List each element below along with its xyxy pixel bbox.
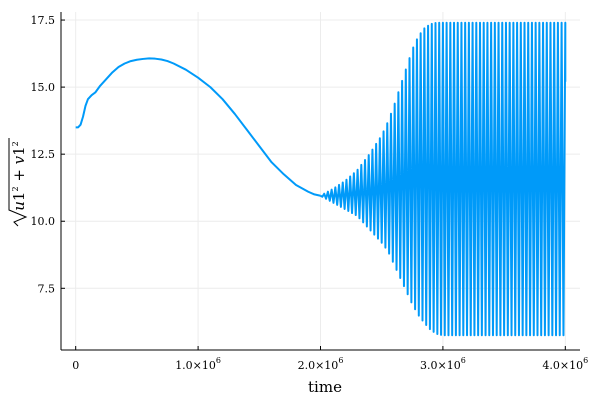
y-tick-label: 17.5 xyxy=(31,14,56,27)
x-tick-mantissa: 1.0×10 xyxy=(175,359,216,372)
x-tick-label: 4.0×106 xyxy=(542,356,588,372)
x-tick-mantissa: 4.0×10 xyxy=(542,359,583,372)
x-tick-mantissa: 3.0×10 xyxy=(420,359,461,372)
y-term-u-num: 1 xyxy=(10,192,28,202)
x-tick-exponent: 6 xyxy=(338,356,343,365)
sqrt-radical xyxy=(8,138,28,227)
x-tick-label: 2.0×106 xyxy=(298,356,344,372)
y-tick-label: 15.0 xyxy=(31,81,56,94)
y-axis-title: u12 + v12 xyxy=(8,138,28,227)
x-tick-label: 3.0×106 xyxy=(420,356,466,372)
y-term-u-exp: 2 xyxy=(11,186,20,191)
x-tick-exponent: 6 xyxy=(461,356,466,365)
y-term-v-exp: 2 xyxy=(11,141,20,146)
x-axis-title: time xyxy=(308,378,342,396)
y-term-v: v xyxy=(10,155,28,164)
x-tick-mantissa: 2.0×10 xyxy=(298,359,339,372)
y-tick-label: 10.0 xyxy=(31,215,56,228)
y-term-v-num: 1 xyxy=(10,146,28,156)
x-tick-exponent: 6 xyxy=(583,356,588,365)
series-line-smooth xyxy=(75,57,321,197)
plot-area xyxy=(75,21,567,337)
x-tick-exponent: 6 xyxy=(216,356,221,365)
x-tick-label: 1.0×106 xyxy=(175,356,221,372)
y-axis-label-text: u12 + v12 xyxy=(10,141,28,211)
y-plus: + xyxy=(10,164,28,186)
y-tick-label: 12.5 xyxy=(31,148,56,161)
series-line-oscillation xyxy=(320,21,567,337)
x-tick-mantissa: 0 xyxy=(72,359,79,372)
y-term-u: u xyxy=(10,201,28,211)
y-tick-label: 7.5 xyxy=(38,282,56,295)
x-tick-label: 0 xyxy=(72,359,79,372)
tick-labels: 0 1.0×106 2.0×106 3.0×106 4.0×1067.510.012.5… xyxy=(31,14,589,372)
